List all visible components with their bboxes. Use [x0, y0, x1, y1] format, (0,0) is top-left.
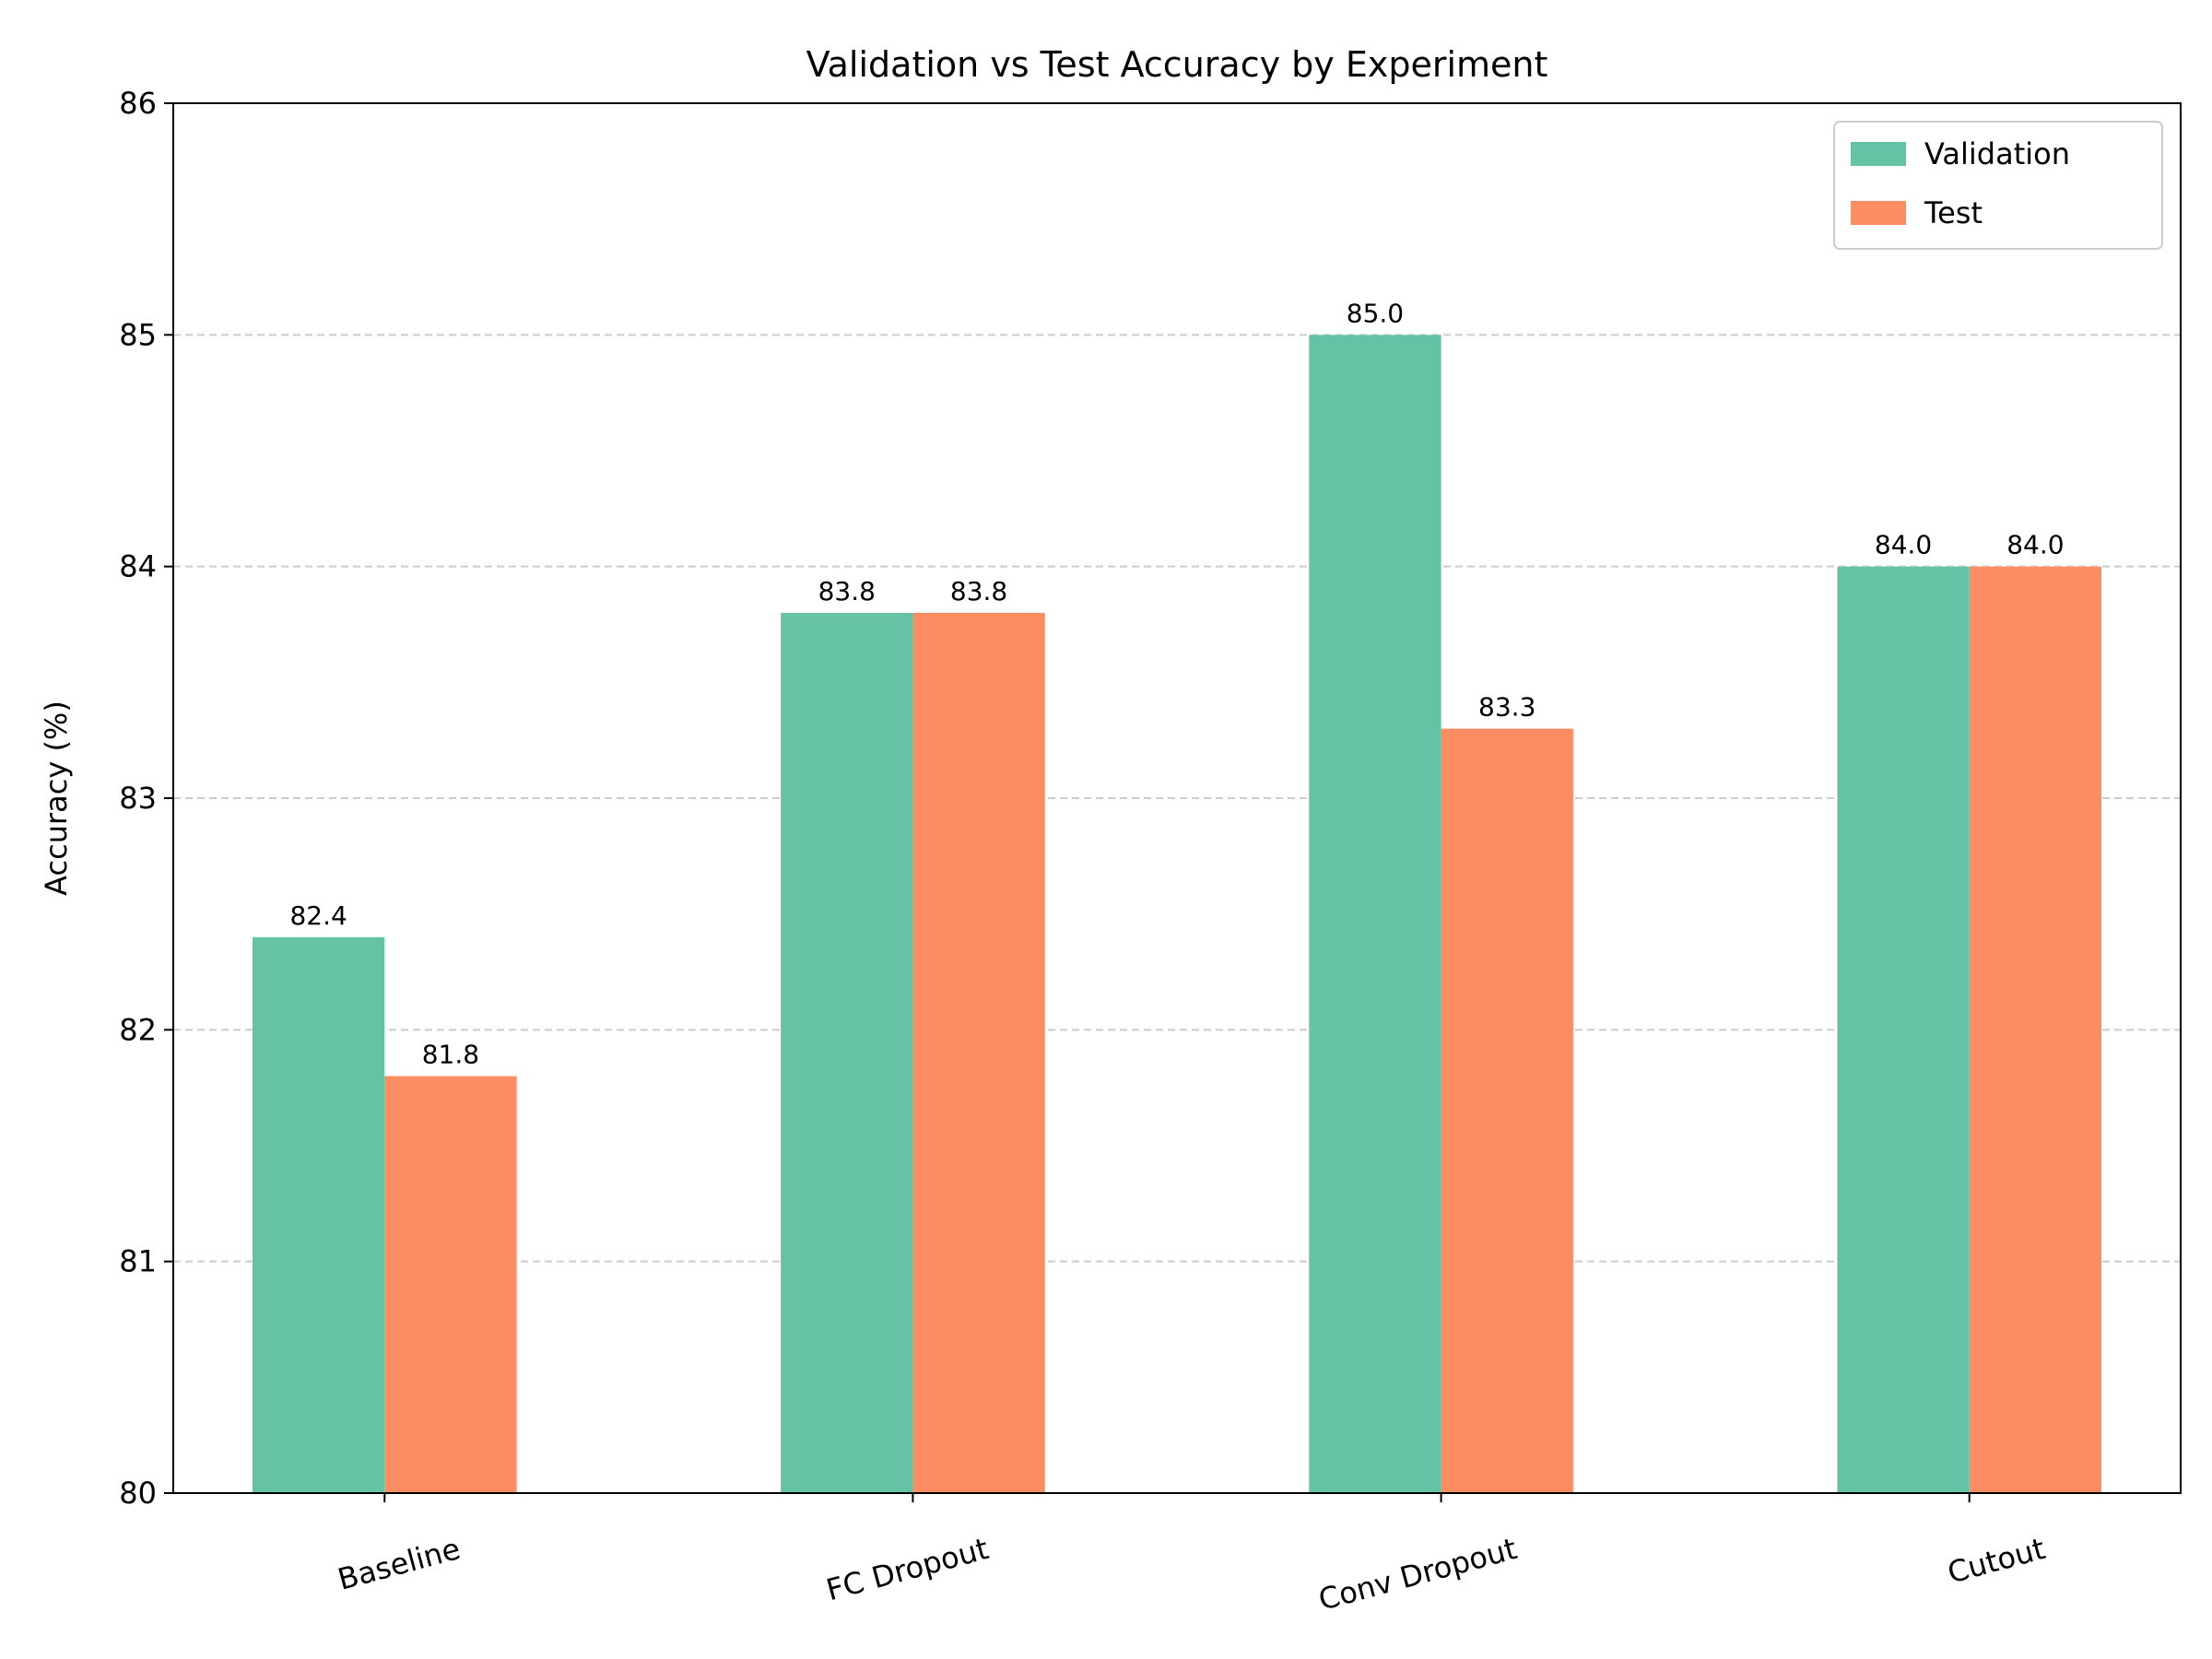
- y-tick-label: 82: [119, 1012, 157, 1047]
- y-tick-label: 81: [119, 1244, 157, 1279]
- legend-label-test: Test: [1924, 195, 1983, 230]
- x-axis: Baseline FC Dropout Conv Dropout Cutout: [334, 1493, 2049, 1618]
- bars: [252, 335, 2102, 1493]
- y-axis: 80 81 82 83 84 85 86: [119, 86, 173, 1511]
- y-axis-label: Accuracy (%): [39, 700, 74, 896]
- bar-validation-4: [1837, 566, 1970, 1493]
- legend-label-validation: Validation: [1924, 136, 2070, 171]
- x-tick-label: Conv Dropout: [1315, 1531, 1521, 1618]
- bar-validation-3: [1309, 335, 1441, 1493]
- bar-validation-2: [781, 612, 913, 1493]
- data-label: 84.0: [2006, 530, 2064, 560]
- y-tick-label: 86: [119, 86, 157, 121]
- data-label: 83.8: [818, 576, 876, 606]
- chart-title: Validation vs Test Accuracy by Experimen…: [806, 44, 1548, 85]
- legend: Validation Test: [1833, 121, 2163, 250]
- legend-swatch-test: [1851, 201, 1906, 225]
- legend-swatch-validation: [1851, 142, 1906, 166]
- bar-test-2: [912, 612, 1045, 1493]
- data-labels: 82.4 83.8 85.0 84.0 81.8 83.8 83.3 84.0: [289, 298, 2064, 1069]
- x-tick-label: FC Dropout: [822, 1531, 992, 1607]
- y-tick-label: 84: [119, 549, 157, 584]
- data-label: 83.8: [950, 576, 1007, 606]
- x-tick-label: Baseline: [334, 1531, 464, 1597]
- data-label: 83.3: [1478, 692, 1535, 723]
- y-tick-label: 83: [119, 781, 157, 816]
- bar-validation-1: [252, 936, 385, 1493]
- data-label: 85.0: [1347, 298, 1404, 328]
- y-tick-label: 85: [119, 317, 157, 352]
- bar-test-3: [1441, 728, 1573, 1493]
- legend-box: [1833, 121, 2163, 250]
- data-label: 84.0: [1875, 530, 1932, 560]
- data-label: 81.8: [422, 1040, 479, 1070]
- x-tick-label: Cutout: [1944, 1531, 2049, 1591]
- bar-test-1: [384, 1076, 517, 1493]
- data-label: 82.4: [289, 900, 347, 931]
- y-tick-label: 80: [119, 1476, 157, 1511]
- bar-test-4: [1969, 566, 2102, 1493]
